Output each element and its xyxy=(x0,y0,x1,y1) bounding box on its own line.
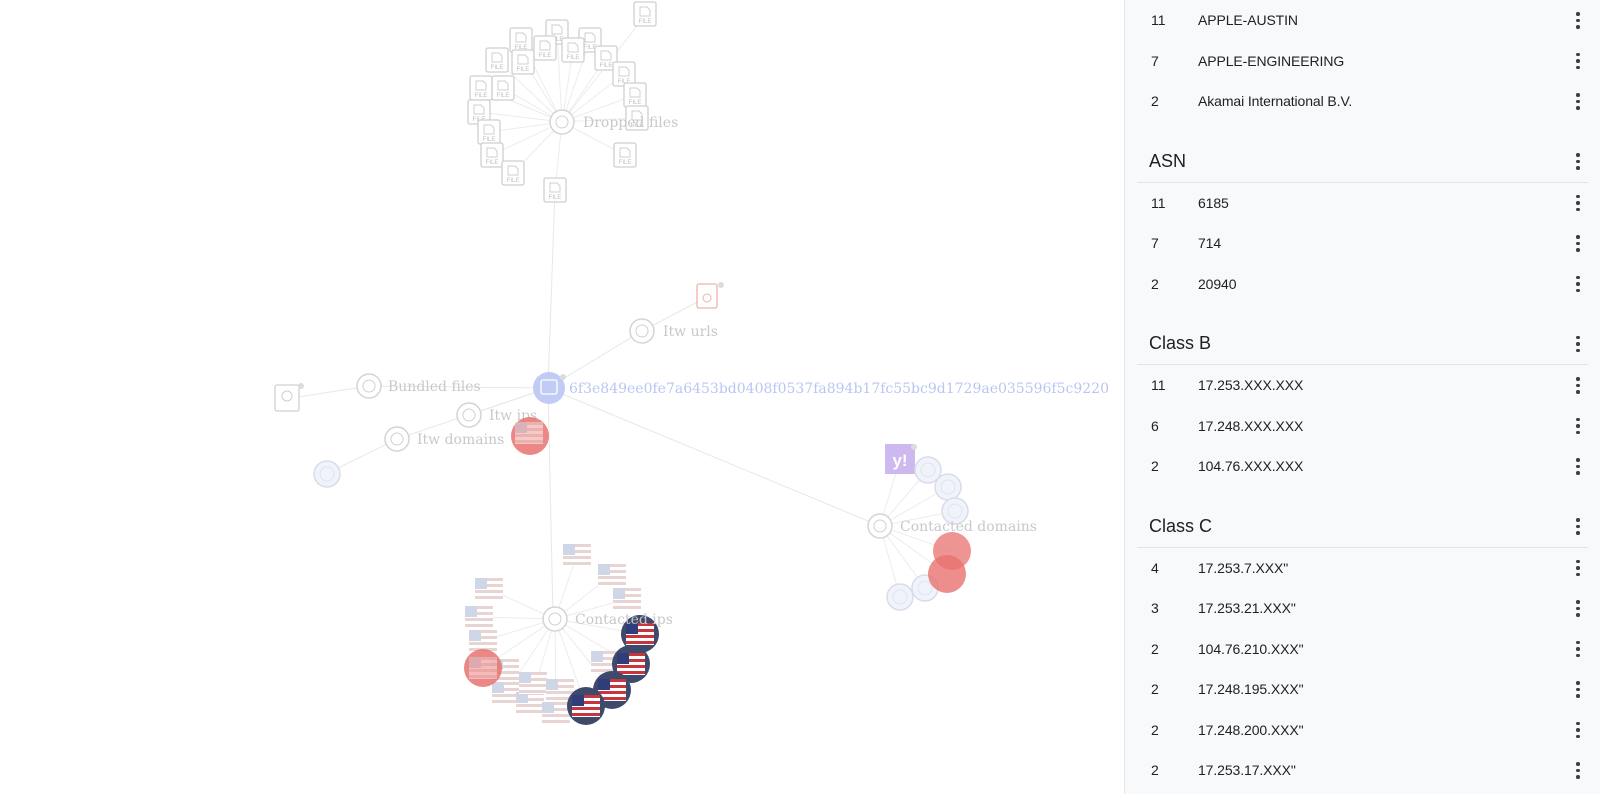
section-title: Class B xyxy=(1149,333,1212,353)
item-value: 104.76.210.XXX" xyxy=(1198,640,1304,657)
section-asn: ASN 11 6185 7 714 2 20940 xyxy=(1125,122,1600,305)
item-value: 17.253.7.XXX" xyxy=(1198,559,1289,576)
list-item[interactable]: 7 714 xyxy=(1125,223,1600,264)
item-value: 17.253.21.XXX" xyxy=(1198,600,1296,617)
yahoo-badge: y! xyxy=(892,451,907,470)
item-count: 2 xyxy=(1151,681,1159,698)
contacted-domains-cluster[interactable]: y! Contacted domains xyxy=(867,444,1037,611)
list-item[interactable]: 2 17.248.195.XXX" xyxy=(1125,669,1600,710)
list-item[interactable]: 11 APPLE-AUSTIN xyxy=(1125,0,1600,41)
contacted-ips-label: Contacted ips xyxy=(575,612,673,628)
dropped-files-cluster[interactable]: Dropped files xyxy=(467,1,678,203)
more-vert-icon[interactable] xyxy=(1570,274,1586,294)
item-value: 6185 xyxy=(1198,194,1229,211)
list-item[interactable]: 2 104.76.XXX.XXX xyxy=(1125,446,1600,487)
item-count: 7 xyxy=(1151,52,1159,69)
bundled-files-cluster[interactable]: Bundled files xyxy=(274,373,481,412)
list-item[interactable]: 2 17.248.200.XXX" xyxy=(1125,710,1600,751)
item-count: 7 xyxy=(1151,235,1159,252)
more-vert-icon[interactable] xyxy=(1570,639,1586,659)
item-value: 17.248.195.XXX" xyxy=(1198,681,1304,698)
list-item[interactable]: 2 20940 xyxy=(1125,264,1600,305)
divider xyxy=(1137,546,1588,548)
item-count: 2 xyxy=(1151,275,1159,292)
section-title: ASN xyxy=(1149,150,1187,171)
more-vert-icon[interactable] xyxy=(1570,51,1586,71)
more-vert-icon[interactable] xyxy=(1570,193,1586,213)
list-item[interactable]: 2 17.253.17.XXX" xyxy=(1125,750,1600,791)
item-count: 11 xyxy=(1151,377,1166,394)
more-vert-icon[interactable] xyxy=(1570,558,1586,578)
item-count: 3 xyxy=(1151,600,1159,617)
section-title: Class C xyxy=(1149,515,1213,536)
more-vert-icon[interactable] xyxy=(1570,334,1586,354)
file-hash-node[interactable]: 6f3e849ee0fe7a6453bd0408f0537fa894b17fc5… xyxy=(533,372,1109,404)
item-value: 17.248.XXX.XXX xyxy=(1198,417,1304,434)
item-value: APPLE-AUSTIN xyxy=(1198,12,1298,29)
more-vert-icon[interactable] xyxy=(1570,679,1586,699)
itw-domains-cluster[interactable]: Itw domains xyxy=(313,426,504,488)
more-vert-icon[interactable] xyxy=(1570,91,1586,111)
item-value: Akamai International B.V. xyxy=(1198,93,1353,110)
more-vert-icon[interactable] xyxy=(1570,720,1586,740)
list-item[interactable]: 2 Akamai International B.V. xyxy=(1125,81,1600,122)
more-vert-icon[interactable] xyxy=(1570,375,1586,395)
contacted-domains-label: Contacted domains xyxy=(900,519,1037,535)
summary-panel: 11 APPLE-AUSTIN 7 APPLE-ENGINEERING 2 Ak… xyxy=(1124,0,1600,794)
more-vert-icon[interactable] xyxy=(1570,10,1586,30)
section-class-b: Class B 11 17.253.XXX.XXX 6 17.248.XXX.X… xyxy=(1125,304,1600,487)
more-vert-icon[interactable] xyxy=(1570,233,1586,253)
itw-ips-cluster[interactable]: Itw ips xyxy=(456,402,549,455)
dropped-files-label: Dropped files xyxy=(583,115,678,131)
more-vert-icon[interactable] xyxy=(1570,152,1586,172)
more-vert-icon[interactable] xyxy=(1570,416,1586,436)
itw-urls-label: Itw urls xyxy=(663,324,718,340)
divider xyxy=(1137,364,1588,365)
section-header: ASN xyxy=(1125,122,1600,182)
itw-domains-label: Itw domains xyxy=(417,432,504,448)
more-vert-icon[interactable] xyxy=(1570,517,1586,537)
bundled-files-label: Bundled files xyxy=(388,379,481,395)
item-value: 104.76.XXX.XXX xyxy=(1198,458,1304,475)
relationship-graph[interactable]: FILE xyxy=(0,0,1124,794)
file-hash-label: 6f3e849ee0fe7a6453bd0408f0537fa894b17fc5… xyxy=(569,381,1109,397)
itw-urls-cluster[interactable]: Itw urls xyxy=(629,282,724,344)
list-item[interactable]: 6 17.248.XXX.XXX xyxy=(1125,406,1600,447)
more-vert-icon[interactable] xyxy=(1570,598,1586,618)
more-vert-icon[interactable] xyxy=(1570,456,1586,476)
list-item[interactable]: 2 104.76.210.XXX" xyxy=(1125,629,1600,670)
list-item[interactable]: 3 17.253.21.XXX" xyxy=(1125,588,1600,629)
item-count: 4 xyxy=(1151,559,1159,576)
item-value: 17.253.17.XXX" xyxy=(1198,762,1296,779)
item-count: 2 xyxy=(1151,762,1159,779)
section-header: Class C xyxy=(1125,487,1600,547)
item-count: 6 xyxy=(1151,417,1159,434)
item-value: 17.253.XXX.XXX xyxy=(1198,377,1304,394)
section-class-c: Class C 4 17.253.7.XXX" 3 17.253.21.XXX"… xyxy=(1125,487,1600,791)
item-count: 2 xyxy=(1151,458,1159,475)
item-count: 11 xyxy=(1151,12,1166,29)
item-count: 2 xyxy=(1151,93,1159,110)
item-value: 714 xyxy=(1198,235,1222,252)
item-count: 2 xyxy=(1151,721,1159,738)
list-item[interactable]: 11 17.253.XXX.XXX xyxy=(1125,365,1600,406)
more-vert-icon[interactable] xyxy=(1570,760,1586,780)
list-item[interactable]: 7 APPLE-ENGINEERING xyxy=(1125,41,1600,82)
list-item[interactable]: 4 17.253.7.XXX" xyxy=(1125,548,1600,589)
item-count: 11 xyxy=(1151,194,1166,211)
item-value: 20940 xyxy=(1198,275,1237,292)
list-item[interactable]: 11 6185 xyxy=(1125,183,1600,224)
item-count: 2 xyxy=(1151,640,1159,657)
divider xyxy=(1137,181,1588,183)
top-list: 11 APPLE-AUSTIN 7 APPLE-ENGINEERING 2 Ak… xyxy=(1125,0,1600,122)
section-header: Class B xyxy=(1125,304,1600,364)
contacted-ips-cluster[interactable]: Contacted ips xyxy=(464,544,673,725)
item-value: APPLE-ENGINEERING xyxy=(1198,52,1345,69)
item-value: 17.248.200.XXX" xyxy=(1198,721,1304,738)
